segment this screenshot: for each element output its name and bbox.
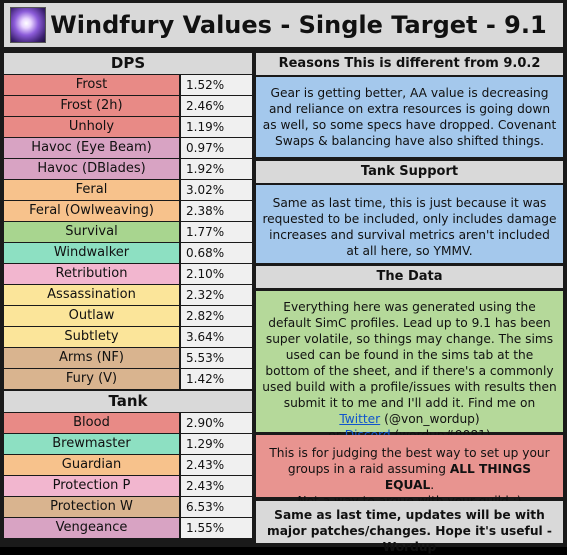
page-title: Windfury Values - Single Target - 9.1 [50, 11, 547, 39]
reasons-panel: Gear is getting better, AA value is decr… [256, 77, 563, 157]
tank-support-panel: Same as last time, this is just because … [256, 185, 563, 263]
spec-value: 2.46% [181, 96, 252, 116]
spec-name: Retribution [4, 264, 179, 284]
spec-name: Feral [4, 180, 179, 200]
spec-value: 1.29% [181, 434, 252, 454]
table-row: Frost (2h) 2.46% [4, 96, 252, 117]
disclaimer-emphasis: ALL THINGS EQUAL [384, 462, 532, 492]
spec-value: 2.90% [181, 413, 252, 433]
table-row: Havoc (DBlades) 1.92% [4, 159, 252, 180]
spec-name: Fury (V) [4, 369, 179, 389]
section-heading: Tank [4, 391, 252, 412]
spec-value: 6.53% [181, 497, 252, 517]
table-row: Windwalker 0.68% [4, 243, 252, 264]
spec-value: 3.02% [181, 180, 252, 200]
spec-value: 2.32% [181, 285, 252, 305]
disclaimer-period: . [430, 478, 435, 492]
the-data-panel: Everything here was generated using the … [256, 291, 563, 442]
spec-value: 0.97% [181, 138, 252, 158]
header-bar: Windfury Values - Single Target - 9.1 [4, 3, 563, 47]
spec-name: Guardian [4, 455, 179, 475]
spec-name: Frost [4, 75, 179, 95]
table-row: Vengeance 1.55% [4, 518, 252, 539]
disclaimer-before: This is for judging the best way to set … [269, 446, 550, 476]
spec-name: Blood [4, 413, 179, 433]
spec-name: Feral (Owlweaving) [4, 201, 179, 221]
table-row: Protection P 2.43% [4, 476, 252, 497]
table-row: Arms (NF) 5.53% [4, 348, 252, 369]
spec-value: 1.19% [181, 117, 252, 137]
table-row: Outlaw 2.82% [4, 306, 252, 327]
the-data-body: Everything here was generated using the … [262, 300, 557, 410]
spec-name: Subtlety [4, 327, 179, 347]
footer-panel: Same as last time, updates will be with … [256, 501, 563, 554]
spec-value: 2.38% [181, 201, 252, 221]
table-row: Survival 1.77% [4, 222, 252, 243]
table-row: Frost 1.52% [4, 75, 252, 96]
spec-value: 1.55% [181, 518, 252, 538]
spec-value: 2.43% [181, 476, 252, 496]
table-row: Feral 3.02% [4, 180, 252, 201]
spec-name: Vengeance [4, 518, 179, 538]
table-row: Havoc (Eye Beam) 0.97% [4, 138, 252, 159]
footer-text: Same as last time, updates will be with … [267, 508, 552, 554]
twitter-handle: (@von_wordup) [384, 412, 480, 426]
spec-value: 5.53% [181, 348, 252, 368]
reasons-heading: Reasons This is different from 9.0.2 she… [256, 53, 563, 93]
spec-name: Windwalker [4, 243, 179, 263]
spec-name: Frost (2h) [4, 96, 179, 116]
table-row: Fury (V) 1.42% [4, 369, 252, 390]
spec-name: Unholy [4, 117, 179, 137]
spec-name: Havoc (DBlades) [4, 159, 179, 179]
the-data-text: Everything here was generated using the … [262, 295, 557, 443]
spec-value: 2.43% [181, 455, 252, 475]
spec-name: Outlaw [4, 306, 179, 326]
spec-name: Brewmaster [4, 434, 179, 454]
spec-value: 1.42% [181, 369, 252, 389]
table-row: Feral (Owlweaving) 2.38% [4, 201, 252, 222]
spec-name: Protection P [4, 476, 179, 496]
table-row: Assassination 2.32% [4, 285, 252, 306]
table-row: Retribution 2.10% [4, 264, 252, 285]
spec-name: Survival [4, 222, 179, 242]
table-row: Guardian 2.43% [4, 455, 252, 476]
spec-name: Assassination [4, 285, 179, 305]
spec-value: 2.82% [181, 306, 252, 326]
twitter-link[interactable]: Twitter [339, 412, 381, 426]
spec-value: 1.52% [181, 75, 252, 95]
table-row: Brewmaster 1.29% [4, 434, 252, 455]
section-heading: DPS [4, 53, 252, 74]
table-row: Blood 2.90% [4, 413, 252, 434]
spec-value: 0.68% [181, 243, 252, 263]
spec-name: Arms (NF) [4, 348, 179, 368]
disclaimer-panel: This is for judging the best way to set … [256, 435, 563, 508]
table-row: Unholy 1.19% [4, 117, 252, 138]
tank-support-heading: Tank Support [256, 161, 563, 183]
table-row: Protection W 6.53% [4, 497, 252, 518]
spec-value: 3.64% [181, 327, 252, 347]
spec-value: 1.77% [181, 222, 252, 242]
tank-support-text: Same as last time, this is just because … [262, 196, 557, 258]
spec-name: Havoc (Eye Beam) [4, 138, 179, 158]
table-row: Subtlety 3.64% [4, 327, 252, 348]
spec-name: Protection W [4, 497, 179, 517]
the-data-heading: The Data [256, 266, 563, 288]
spec-value: 1.92% [181, 159, 252, 179]
disclaimer-text: This is for judging the best way to set … [262, 439, 557, 509]
windfury-icon [10, 7, 46, 43]
spec-value: 2.10% [181, 264, 252, 284]
reasons-text: Gear is getting better, AA value is decr… [262, 86, 557, 148]
